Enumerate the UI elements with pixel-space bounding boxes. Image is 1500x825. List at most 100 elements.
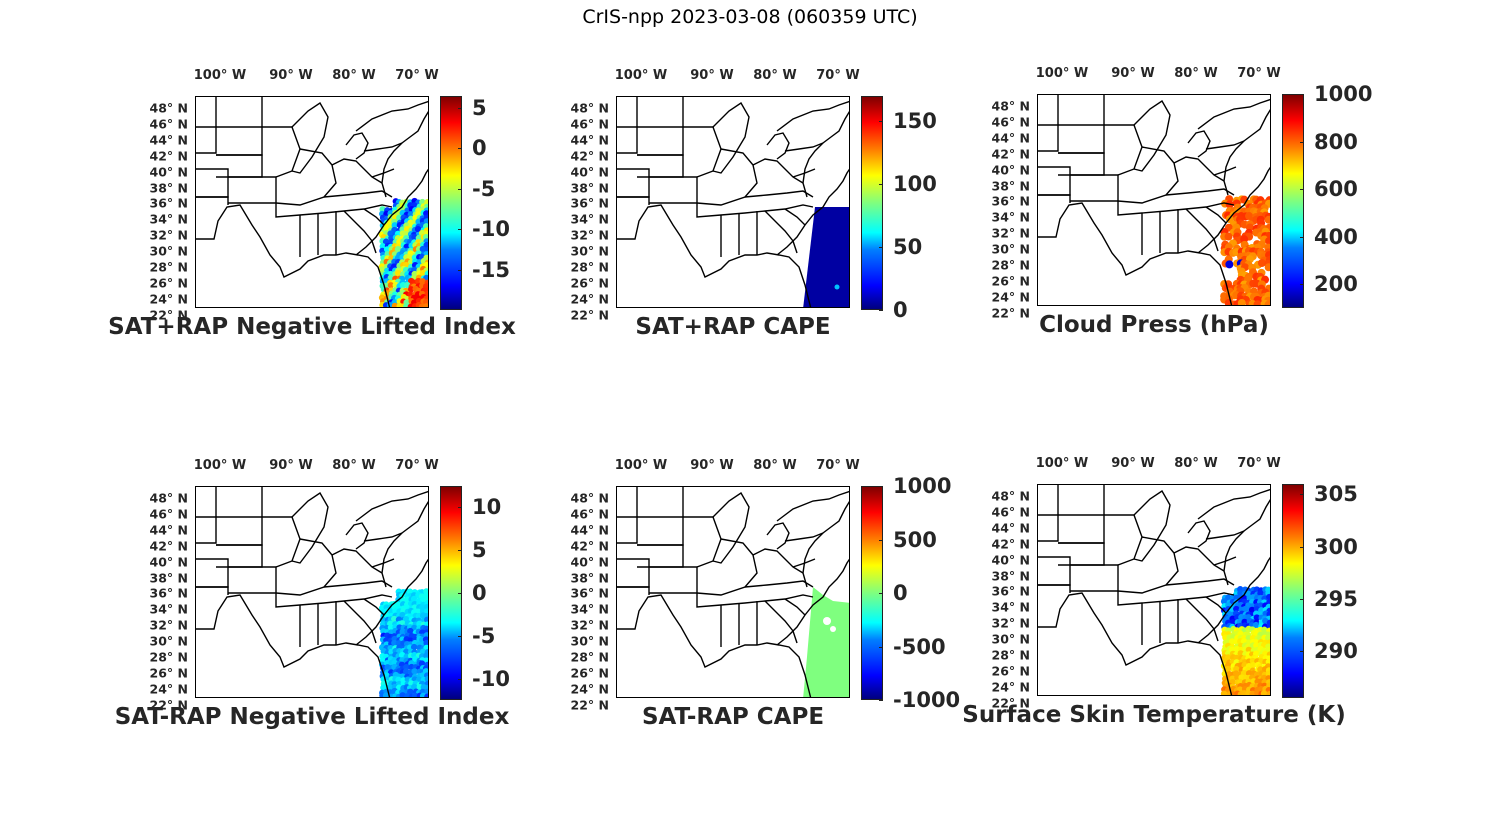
lat-tick-label: 34° N — [570, 211, 609, 227]
colorbar-tick — [458, 507, 462, 509]
lon-tick-label: 70° W — [395, 68, 439, 83]
colorbar-tick — [879, 247, 883, 249]
data-point — [1253, 614, 1261, 621]
state-boundary — [196, 204, 391, 307]
state-boundary — [363, 208, 385, 226]
colorbar-tick — [458, 108, 462, 110]
data-point — [410, 595, 418, 603]
state-boundary — [637, 126, 684, 156]
lat-tick-label: 46° N — [991, 114, 1030, 130]
data-gap — [830, 626, 836, 632]
state-boundary — [1117, 146, 1179, 204]
state-boundary — [1165, 188, 1235, 196]
map-panel-sat-rap-cape: 100° W 90° W 80° W 70° W 48° N 46° N 44° N 42° … — [561, 68, 1031, 398]
data-point — [410, 643, 418, 651]
lat-tick-label: 28° N — [149, 649, 188, 665]
colorbar — [861, 96, 883, 310]
data-point — [424, 675, 428, 683]
state-boundary — [683, 126, 722, 178]
lat-tick-label: 48° N — [149, 490, 188, 506]
state-boundary — [1058, 124, 1105, 154]
lat-tick-label: 42° N — [991, 536, 1030, 552]
lon-tick-label: 100° W — [614, 68, 668, 83]
state-boundary — [1133, 100, 1171, 172]
lon-tick-label: 70° W — [395, 458, 439, 473]
lon-tick-label: 80° W — [753, 68, 797, 83]
state-boundary — [1038, 514, 1059, 542]
colorbar — [1282, 94, 1304, 308]
lat-tick-label: 44° N — [570, 132, 609, 148]
lon-tick-label: 80° W — [753, 458, 797, 473]
data-point — [423, 303, 428, 307]
state-boundary — [1173, 546, 1225, 572]
lon-tick-label: 80° W — [332, 68, 376, 83]
lat-tick-label: 22° N — [570, 307, 609, 323]
data-point — [1249, 690, 1256, 695]
state-boundary — [1185, 208, 1219, 252]
lat-tick-label: 26° N — [149, 275, 188, 291]
data-point — [387, 282, 395, 289]
state-boundary — [617, 196, 650, 205]
state-boundary — [1173, 156, 1225, 182]
lat-tick-label: 42° N — [149, 538, 188, 554]
data-point — [1248, 606, 1256, 614]
colorbar-tick-label: -1000 — [893, 688, 961, 712]
lat-tick-label: 28° N — [991, 257, 1030, 273]
colorbar — [440, 96, 462, 310]
lat-tick-label: 44° N — [570, 522, 609, 538]
lon-tick-label: 90° W — [269, 458, 313, 473]
lon-tick-label: 90° W — [690, 68, 734, 83]
colorbar-tick-label: 1000 — [893, 474, 952, 498]
state-boundary — [1197, 98, 1270, 130]
colorbar-tick — [879, 310, 883, 311]
state-boundary — [345, 522, 369, 550]
colorbar-tick — [458, 269, 462, 271]
state-boundary — [291, 492, 329, 564]
state-boundary — [381, 110, 428, 198]
panel-title: Surface Skin Temperature (K) — [962, 702, 1346, 728]
lat-tick-label: 46° N — [991, 504, 1030, 520]
colorbar-tick-label: 1000 — [1314, 82, 1373, 106]
lat-tick-label: 30° N — [149, 633, 188, 649]
map-plot-area — [1037, 484, 1271, 696]
colorbar-tick-label: 500 — [893, 527, 937, 552]
colorbar-tick — [1300, 189, 1304, 191]
data-point — [382, 692, 390, 697]
data-point — [395, 269, 402, 277]
lon-tick-label: 70° W — [816, 68, 860, 83]
data-point — [1264, 215, 1270, 224]
lat-tick-label: 24° N — [570, 681, 609, 697]
lon-tick-label: 90° W — [1111, 66, 1155, 81]
lat-tick-label: 26° N — [570, 665, 609, 681]
colorbar-tick-label: 290 — [1314, 639, 1358, 664]
colorbar-tick — [458, 229, 462, 231]
state-boundary — [1058, 542, 1105, 566]
lat-tick-label: 36° N — [991, 193, 1030, 209]
data-point — [387, 624, 395, 631]
state-boundary — [262, 126, 301, 178]
colorbar-tick-label: 5 — [472, 538, 487, 563]
lat-tick-label: 32° N — [570, 617, 609, 633]
lat-tick-label: 34° N — [570, 601, 609, 617]
data-point — [391, 615, 398, 623]
colorbar-tick — [1300, 598, 1304, 600]
state-boundary — [323, 580, 393, 588]
lat-tick-label: 32° N — [991, 225, 1030, 241]
lat-tick-label: 28° N — [570, 259, 609, 275]
state-boundary — [1058, 514, 1105, 544]
colorbar-tick — [458, 678, 462, 680]
data-point — [411, 692, 419, 697]
lat-tick-label: 24° N — [991, 679, 1030, 695]
lat-tick-label: 26° N — [991, 273, 1030, 289]
lat-tick-label: 40° N — [570, 164, 609, 180]
state-boundary — [1070, 174, 1119, 202]
lat-tick-label: 30° N — [570, 633, 609, 649]
colorbar-tick — [458, 188, 462, 190]
state-boundary — [275, 593, 393, 608]
state-boundary — [792, 168, 816, 178]
data-point — [1257, 259, 1266, 268]
lat-tick-label: 32° N — [149, 227, 188, 243]
data-point — [1245, 646, 1253, 654]
map-panel-cloud-press: 100° W 90° W 80° W 70° W 48° N 46° N 44° N 42° … — [982, 66, 1452, 396]
state-boundary — [1205, 206, 1227, 224]
